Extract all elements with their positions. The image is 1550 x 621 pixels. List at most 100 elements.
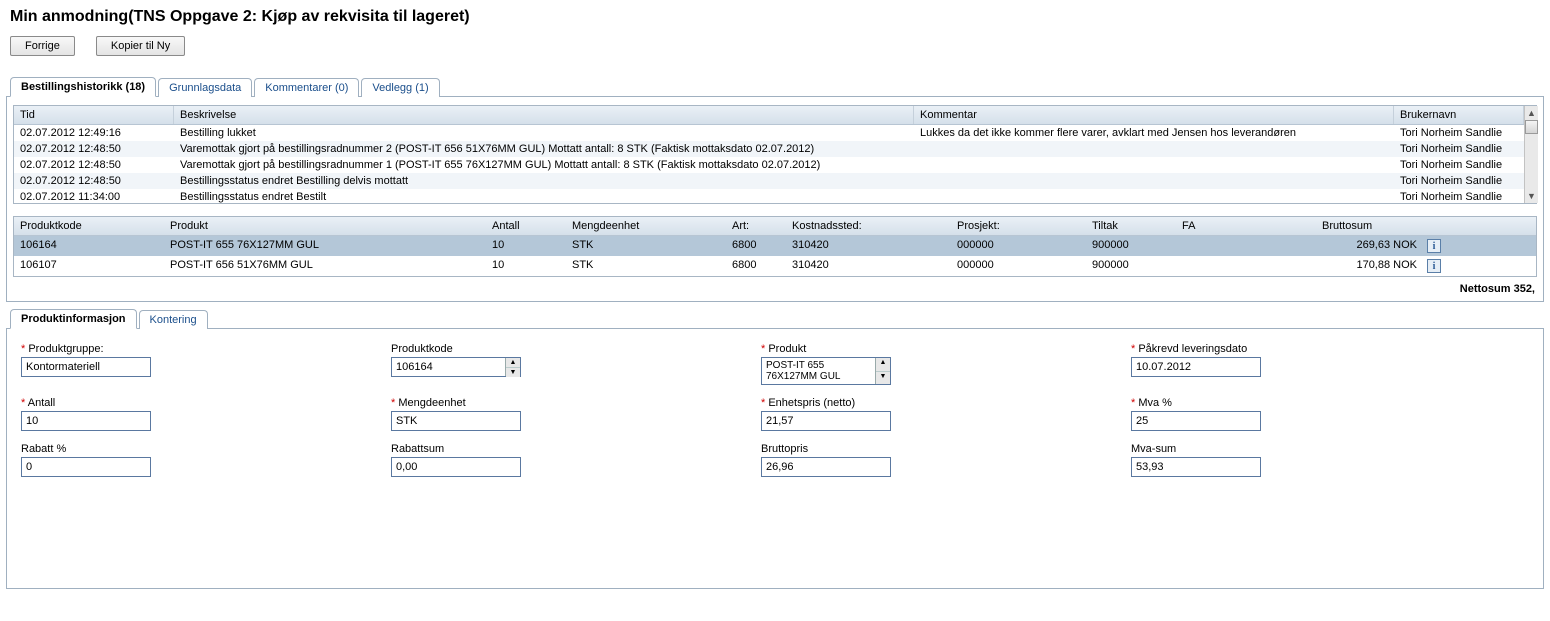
cell-beskrivelse: Varemottak gjort på bestillingsradnummer… xyxy=(174,141,914,157)
field-mva: * Mva % xyxy=(1131,397,1501,431)
spin-up-icon[interactable]: ▲ xyxy=(876,358,890,372)
page-title: Min anmodning(TNS Oppgave 2: Kjøp av rek… xyxy=(10,8,1544,26)
col-beskrivelse[interactable]: Beskrivelse xyxy=(174,106,914,124)
product-table: Produktkode Produkt Antall Mengdeenhet A… xyxy=(13,216,1537,277)
info-icon[interactable]: i xyxy=(1427,239,1441,253)
col-fa[interactable]: FA xyxy=(1176,217,1316,235)
input-mvasum[interactable] xyxy=(1131,457,1261,477)
cell-produkt: POST-IT 656 51X76MM GUL xyxy=(164,256,486,276)
label-rabattpct: Rabatt % xyxy=(21,443,66,455)
col-antall[interactable]: Antall xyxy=(486,217,566,235)
value-produkt: POST-IT 655 76X127MM GUL xyxy=(766,358,875,384)
label-produkt: Produkt xyxy=(768,343,806,355)
cell-tid: 02.07.2012 12:48:50 xyxy=(14,141,174,157)
history-row[interactable]: 02.07.2012 12:48:50 Varemottak gjort på … xyxy=(14,141,1524,157)
field-produktkode: Produktkode 106164 ▲ ▼ xyxy=(391,343,761,385)
label-mengdeenhet: Mengdeenhet xyxy=(398,397,465,409)
nettosum-label: Nettosum 352, xyxy=(13,277,1537,295)
cell-produkt: POST-IT 655 76X127MM GUL xyxy=(164,236,486,256)
info-icon[interactable]: i xyxy=(1427,259,1441,273)
input-produktkode[interactable]: 106164 ▲ ▼ xyxy=(391,357,521,377)
history-header: Tid Beskrivelse Kommentar Brukernavn xyxy=(14,106,1524,125)
cell-ksted: 310420 xyxy=(786,236,951,256)
col-mengdeenhet[interactable]: Mengdeenhet xyxy=(566,217,726,235)
tab-kontering[interactable]: Kontering xyxy=(139,310,208,329)
col-art[interactable]: Art: xyxy=(726,217,786,235)
toolbar: Forrige Kopier til Ny xyxy=(10,36,1544,56)
col-kommentar[interactable]: Kommentar xyxy=(914,106,1394,124)
col-tid[interactable]: Tid xyxy=(14,106,174,124)
field-enhetspris: * Enhetspris (netto) xyxy=(761,397,1131,431)
field-produkt: * Produkt POST-IT 655 76X127MM GUL ▲ ▼ xyxy=(761,343,1131,385)
spin-down-icon[interactable]: ▼ xyxy=(876,372,890,385)
tab-basis-data[interactable]: Grunnlagsdata xyxy=(158,78,252,97)
cell-kommentar xyxy=(914,189,1394,203)
history-table: Tid Beskrivelse Kommentar Brukernavn 02.… xyxy=(13,105,1537,204)
cell-prosjekt: 000000 xyxy=(951,256,1086,276)
col-prosjekt[interactable]: Prosjekt: xyxy=(951,217,1086,235)
upper-tabs: Bestillingshistorikk (18) Grunnlagsdata … xyxy=(6,76,1544,97)
input-leveringsdato[interactable] xyxy=(1131,357,1261,377)
col-produktkode[interactable]: Produktkode xyxy=(14,217,164,235)
tab-order-history[interactable]: Bestillingshistorikk (18) xyxy=(10,77,156,97)
col-tiltak[interactable]: Tiltak xyxy=(1086,217,1176,235)
cell-antall: 10 xyxy=(486,236,566,256)
cell-fa xyxy=(1176,256,1316,276)
scroll-down-icon[interactable]: ▼ xyxy=(1527,189,1536,203)
field-antall: * Antall xyxy=(21,397,391,431)
input-rabattsum[interactable] xyxy=(391,457,521,477)
product-header: Produktkode Produkt Antall Mengdeenhet A… xyxy=(14,217,1536,236)
cell-antall: 10 xyxy=(486,256,566,276)
prev-button[interactable]: Forrige xyxy=(10,36,75,56)
cell-brutto: 170,88 NOK xyxy=(1316,256,1421,276)
copy-to-new-button[interactable]: Kopier til Ny xyxy=(96,36,185,56)
cell-prosjekt: 000000 xyxy=(951,236,1086,256)
scroll-up-icon[interactable]: ▲ xyxy=(1527,106,1536,120)
input-bruttopris[interactable] xyxy=(761,457,891,477)
cell-tid: 02.07.2012 12:48:50 xyxy=(14,157,174,173)
value-produktkode: 106164 xyxy=(396,361,433,373)
input-mva[interactable] xyxy=(1131,411,1261,431)
col-produkt[interactable]: Produkt xyxy=(164,217,486,235)
history-row[interactable]: 02.07.2012 12:48:50 Bestillingsstatus en… xyxy=(14,173,1524,189)
field-mvasum: Mva-sum xyxy=(1131,443,1501,477)
input-produkt[interactable]: POST-IT 655 76X127MM GUL ▲ ▼ xyxy=(761,357,891,385)
spin-down-icon[interactable]: ▼ xyxy=(506,368,520,377)
label-produktkode: Produktkode xyxy=(391,343,453,355)
cell-bruker: Tori Norheim Sandlie xyxy=(1394,189,1524,203)
input-mengdeenhet[interactable] xyxy=(391,411,521,431)
tab-attachments[interactable]: Vedlegg (1) xyxy=(361,78,439,97)
input-produktgruppe[interactable] xyxy=(21,357,151,377)
field-rabattpct: Rabatt % xyxy=(21,443,391,477)
product-row[interactable]: 106107 POST-IT 656 51X76MM GUL 10 STK 68… xyxy=(14,256,1536,276)
input-rabattpct[interactable] xyxy=(21,457,151,477)
input-enhetspris[interactable] xyxy=(761,411,891,431)
cell-brutto: 269,63 NOK xyxy=(1316,236,1421,256)
history-row[interactable]: 02.07.2012 11:34:00 Bestillingsstatus en… xyxy=(14,189,1524,203)
cell-kommentar xyxy=(914,157,1394,173)
label-antall: Antall xyxy=(28,397,56,409)
product-row[interactable]: 106164 POST-IT 655 76X127MM GUL 10 STK 6… xyxy=(14,236,1536,256)
cell-kommentar xyxy=(914,141,1394,157)
history-row[interactable]: 02.07.2012 12:48:50 Varemottak gjort på … xyxy=(14,157,1524,173)
scroll-thumb[interactable] xyxy=(1525,120,1538,134)
tab-comments[interactable]: Kommentarer (0) xyxy=(254,78,359,97)
label-produktgruppe: Produktgruppe: xyxy=(28,343,103,355)
col-brukernavn[interactable]: Brukernavn xyxy=(1394,106,1524,124)
input-antall[interactable] xyxy=(21,411,151,431)
history-scrollbar[interactable]: ▲ ▼ xyxy=(1524,106,1538,203)
cell-tid: 02.07.2012 12:48:50 xyxy=(14,173,174,189)
label-mva: Mva % xyxy=(1138,397,1172,409)
cell-tid: 02.07.2012 11:34:00 xyxy=(14,189,174,203)
history-row[interactable]: 02.07.2012 12:49:16 Bestilling lukket Lu… xyxy=(14,125,1524,141)
cell-tiltak: 900000 xyxy=(1086,236,1176,256)
cell-beskrivelse: Bestillingsstatus endret Bestilt xyxy=(174,189,914,203)
cell-bruker: Tori Norheim Sandlie xyxy=(1394,157,1524,173)
spin-up-icon[interactable]: ▲ xyxy=(506,358,520,368)
lower-panel: * Produktgruppe: Produktkode 106164 ▲ ▼ … xyxy=(6,329,1544,589)
cell-kommentar xyxy=(914,173,1394,189)
cell-tid: 02.07.2012 12:49:16 xyxy=(14,125,174,141)
col-kostnadssted[interactable]: Kostnadssted: xyxy=(786,217,951,235)
tab-produktinformasjon[interactable]: Produktinformasjon xyxy=(10,309,137,329)
col-bruttosum[interactable]: Bruttosum xyxy=(1316,217,1421,235)
